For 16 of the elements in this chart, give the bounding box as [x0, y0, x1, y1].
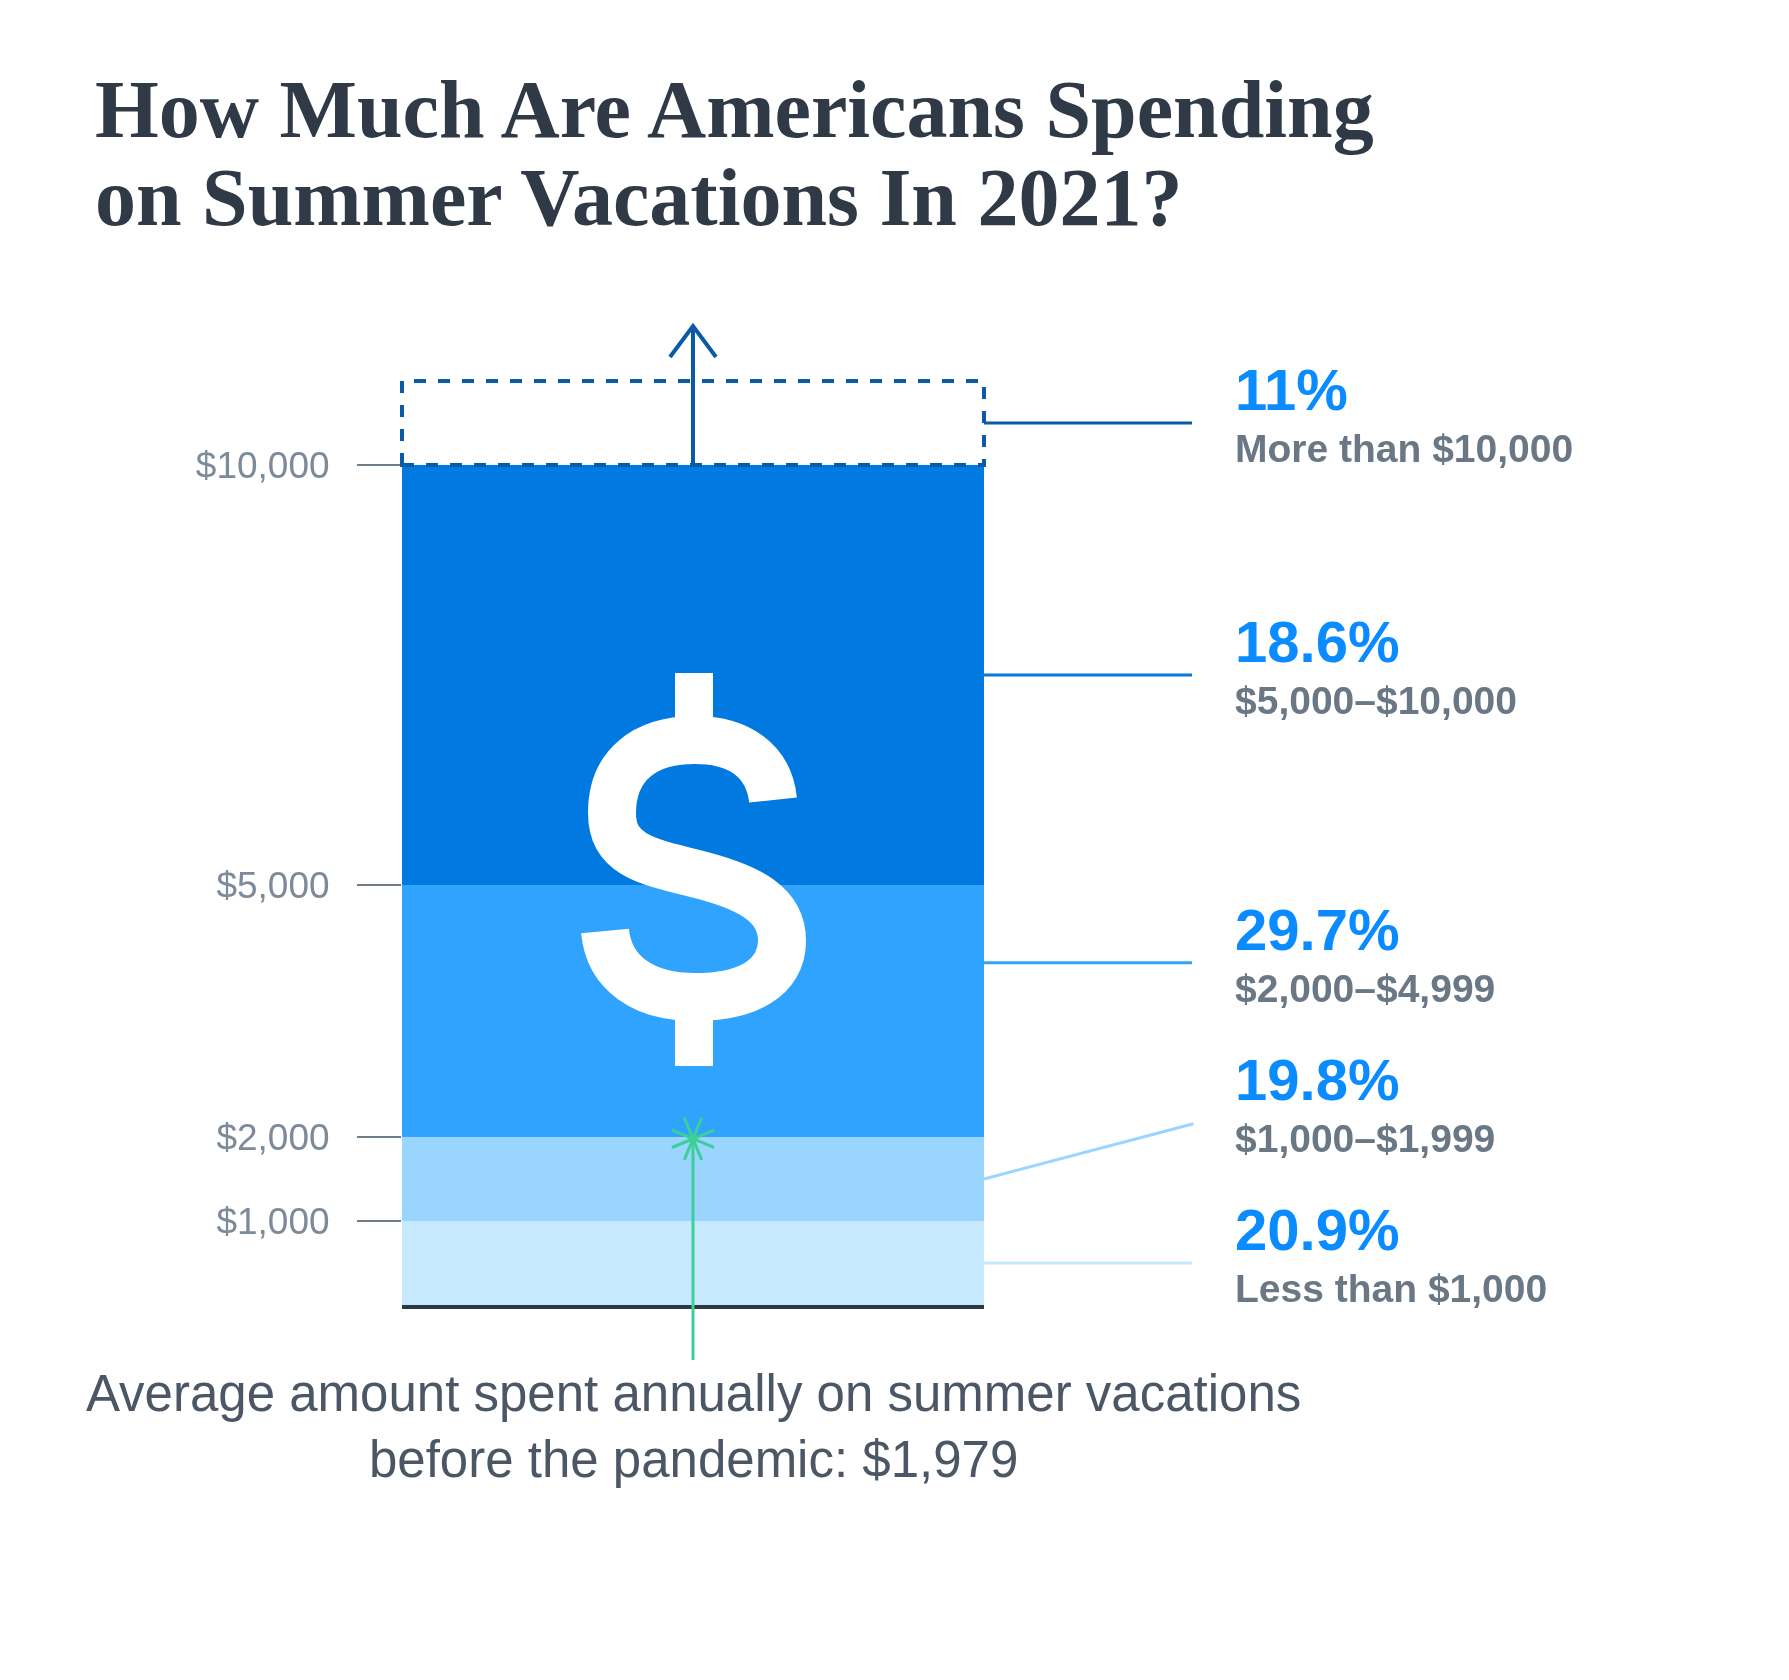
y-tick-label: $1,000	[216, 1200, 330, 1242]
text: 29.7%	[1235, 897, 1400, 962]
text: $2,000–$4,999	[1235, 967, 1496, 1010]
text: Less than $1,000	[1235, 1267, 1548, 1310]
annotation: Average amount spent annually on summer vacations before the pandemic: $1,979	[86, 1365, 1302, 1489]
text: 19.8%	[1235, 1047, 1400, 1112]
text: 20.9%	[1235, 1197, 1400, 1262]
y-tick-label: $10,000	[195, 444, 330, 486]
text: 11%	[1235, 357, 1348, 422]
text: 18.6%	[1235, 609, 1400, 674]
text: $5,000–$10,000	[1235, 679, 1517, 722]
y-tick-label: $2,000	[216, 1116, 330, 1158]
text: More than $10,000	[1235, 427, 1574, 470]
chart-title: How Much Are Americans Spending on Summer Vacations In 2021?	[95, 64, 1375, 243]
y-tick-label: $5,000	[216, 864, 330, 906]
text: $1,000–$1,999	[1235, 1117, 1496, 1160]
